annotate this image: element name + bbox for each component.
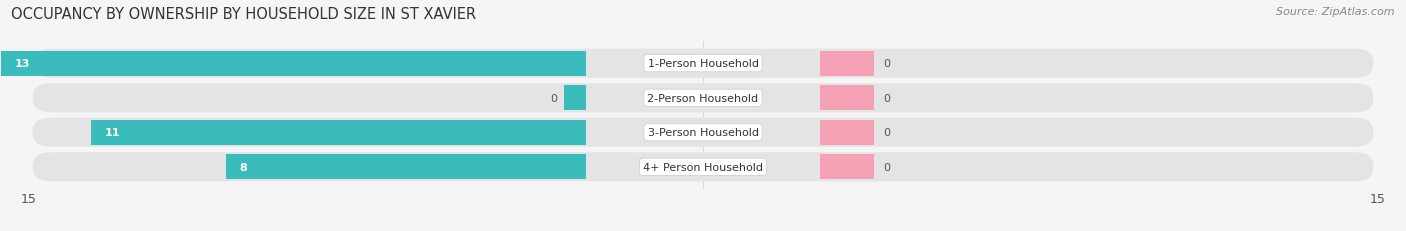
Text: 4+ Person Household: 4+ Person Household (643, 162, 763, 172)
Text: 0: 0 (883, 93, 890, 103)
Bar (226, 155, 586, 179)
Text: 0: 0 (883, 59, 890, 69)
Text: 8: 8 (239, 162, 247, 172)
Bar (1, 52, 586, 76)
Text: Source: ZipAtlas.com: Source: ZipAtlas.com (1277, 7, 1395, 17)
FancyBboxPatch shape (32, 49, 1374, 78)
Text: OCCUPANCY BY OWNERSHIP BY HOUSEHOLD SIZE IN ST XAVIER: OCCUPANCY BY OWNERSHIP BY HOUSEHOLD SIZE… (11, 7, 477, 22)
Text: 13: 13 (14, 59, 30, 69)
Text: 3-Person Household: 3-Person Household (648, 128, 758, 138)
Bar (564, 86, 586, 111)
Text: 0: 0 (550, 93, 557, 103)
Bar (820, 120, 875, 145)
Bar (820, 155, 875, 179)
Text: 0: 0 (883, 162, 890, 172)
FancyBboxPatch shape (32, 84, 1374, 113)
Bar (820, 86, 875, 111)
Bar (91, 120, 586, 145)
FancyBboxPatch shape (32, 153, 1374, 182)
Text: 0: 0 (883, 128, 890, 138)
Bar (820, 52, 875, 76)
Text: 1-Person Household: 1-Person Household (648, 59, 758, 69)
FancyBboxPatch shape (32, 118, 1374, 147)
Text: 2-Person Household: 2-Person Household (647, 93, 759, 103)
Text: 11: 11 (104, 128, 120, 138)
